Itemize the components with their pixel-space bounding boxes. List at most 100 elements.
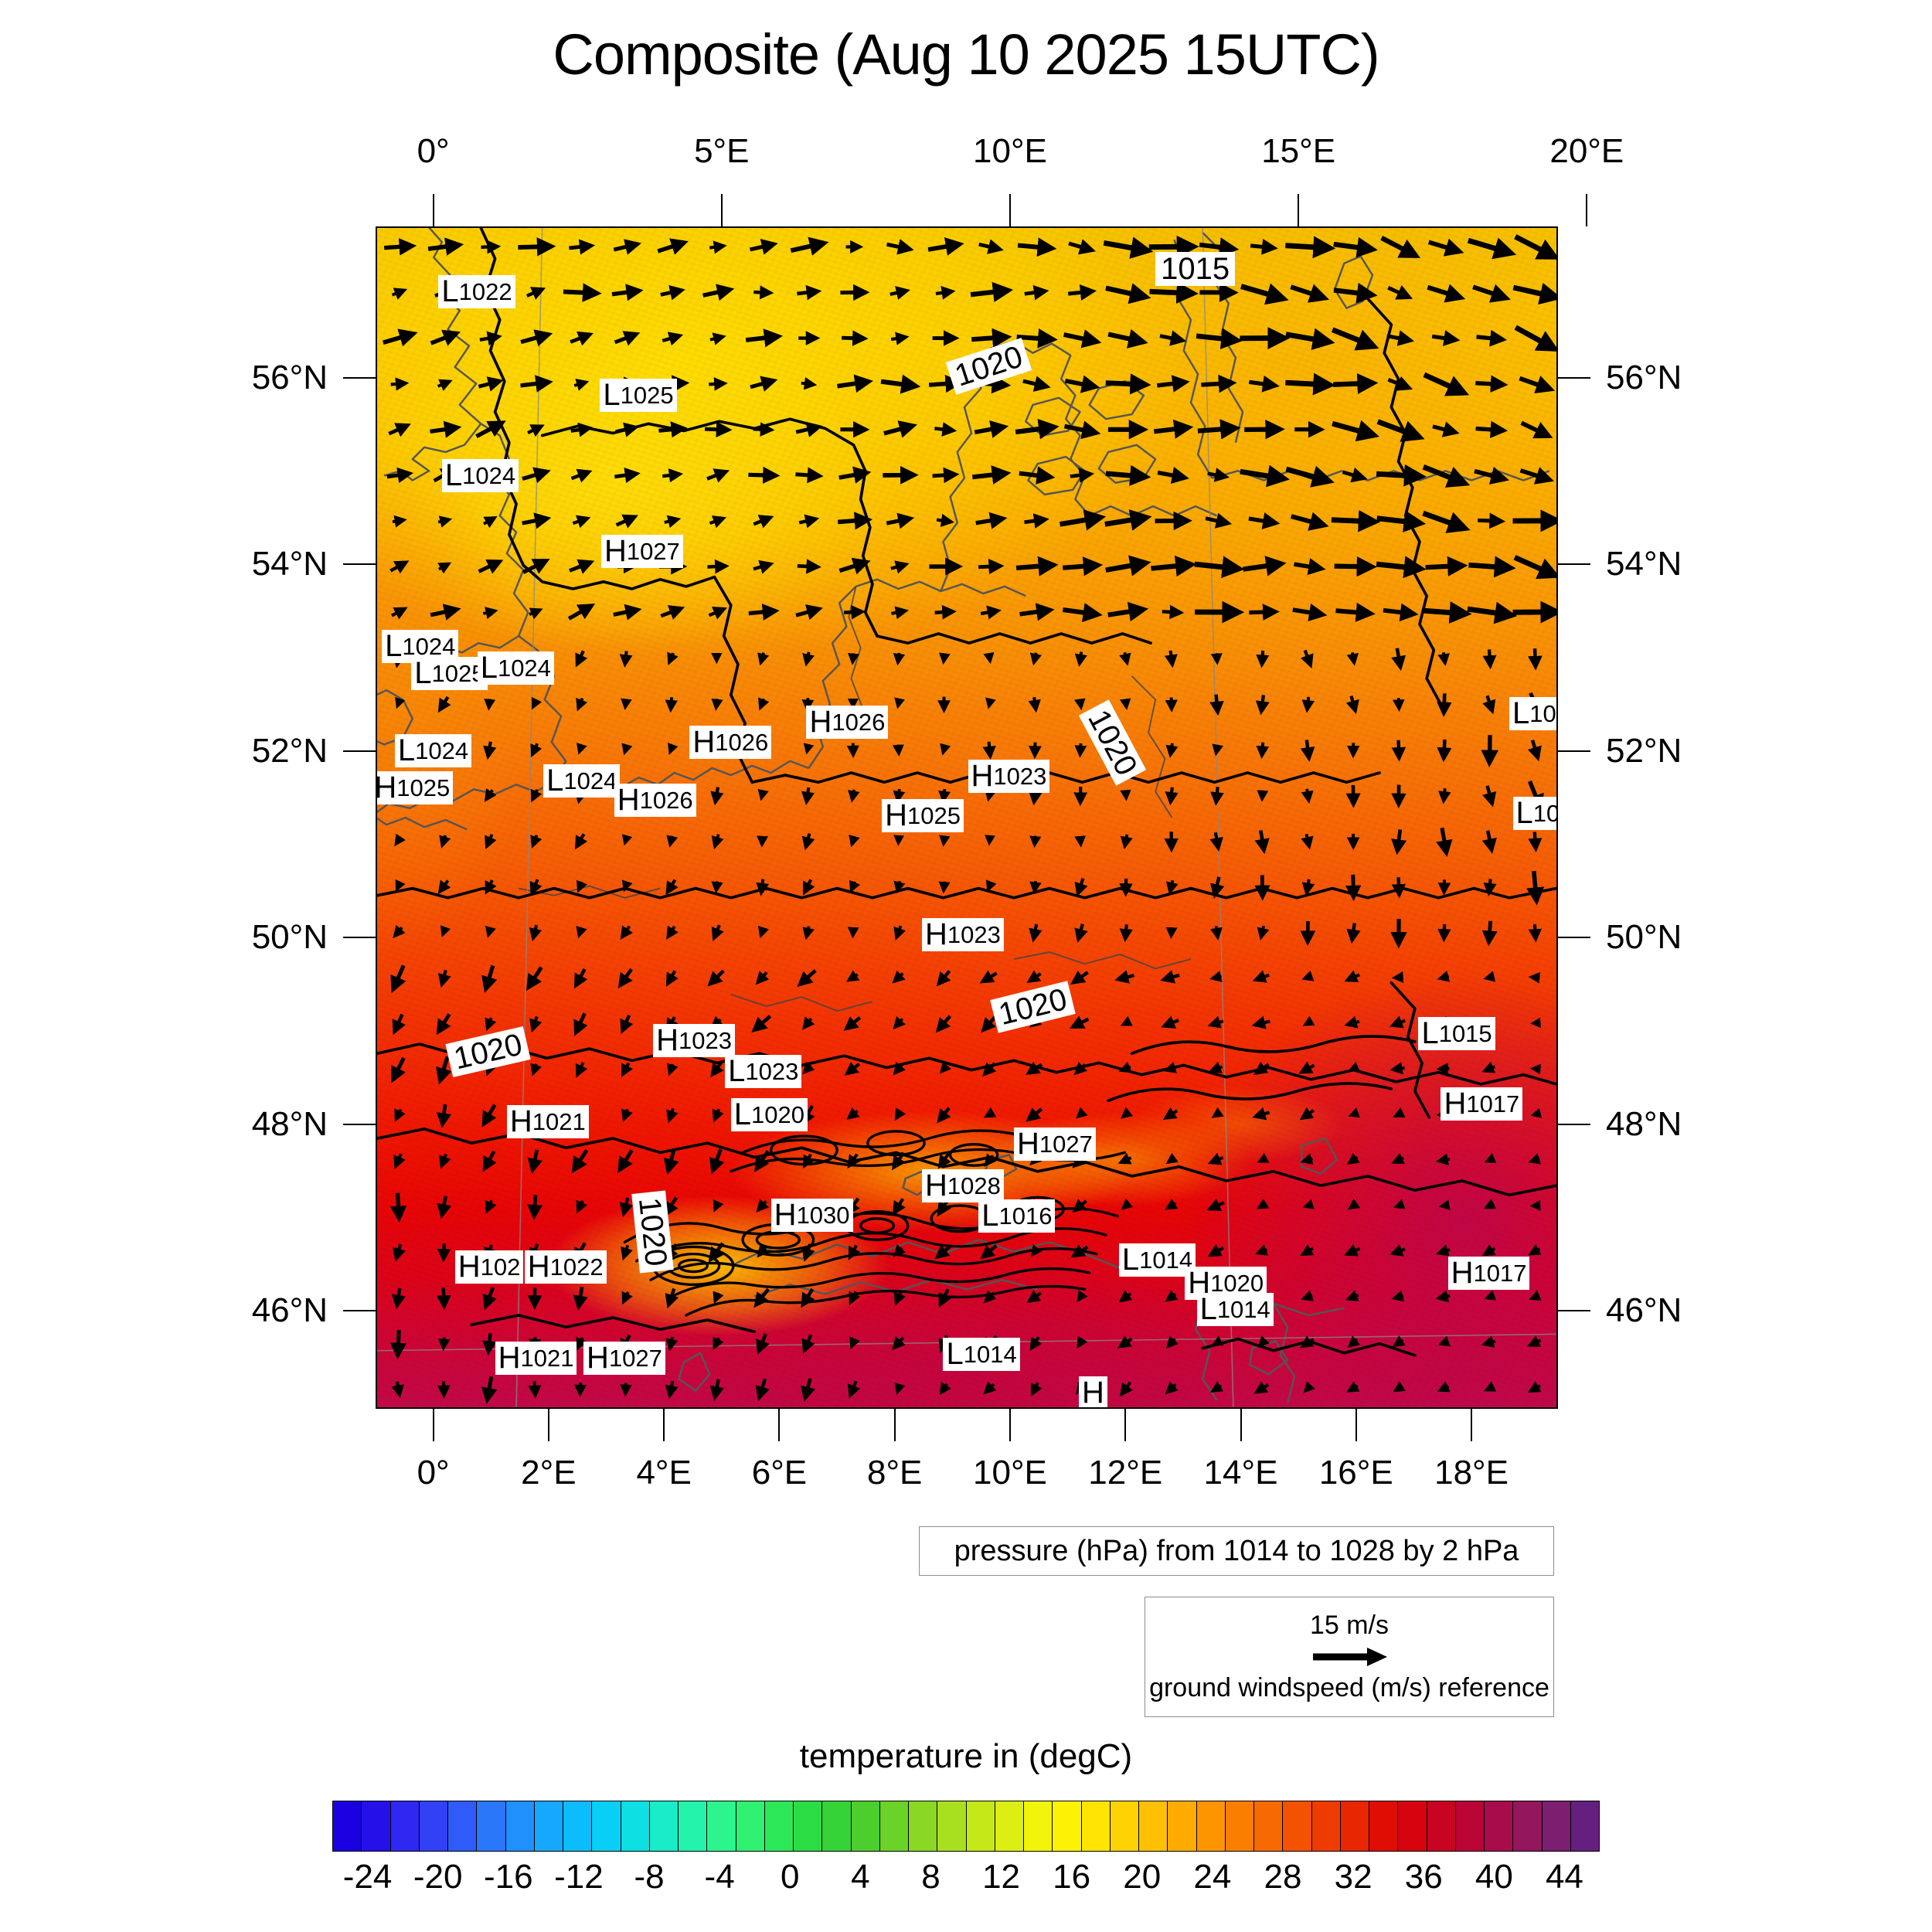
wind-arrow xyxy=(1024,284,1049,301)
colorbar-segment-1 xyxy=(362,1801,391,1851)
wind-arrow xyxy=(940,743,951,756)
wind-arrow xyxy=(440,925,451,937)
right-tick-5 xyxy=(1558,1310,1590,1312)
colorbar-segment-5 xyxy=(477,1801,506,1851)
wind-arrow xyxy=(937,1107,951,1124)
wind-arrow xyxy=(1026,1107,1043,1122)
wind-arrow xyxy=(1528,1244,1542,1256)
weather-map[interactable]: L1022L1025L1024H1027L1024L1025L1024L101L… xyxy=(376,226,1558,1409)
wind-arrow xyxy=(1299,1107,1315,1121)
wind-arrow xyxy=(802,1061,815,1075)
wind-arrow xyxy=(1105,283,1151,304)
wind-arrow xyxy=(617,1149,634,1173)
wind-arrow xyxy=(1526,870,1545,906)
wind-arrow xyxy=(894,1382,906,1395)
colorbar-tick-label-11: 20 xyxy=(1123,1858,1162,1896)
wind-arrow xyxy=(620,1014,634,1035)
wind-arrow xyxy=(935,286,956,300)
wind-arrow xyxy=(389,1329,407,1360)
colorbar-tick-label-10: 16 xyxy=(1053,1858,1091,1896)
wind-arrow xyxy=(522,467,551,484)
bottom-tick-7 xyxy=(1240,1409,1242,1441)
pressure-center-value: 1021 xyxy=(520,1344,574,1372)
pressure-center-value: 102 xyxy=(480,1253,521,1281)
wind-arrow xyxy=(1345,874,1362,902)
wind-arrow xyxy=(1251,1015,1270,1029)
pressure-center-value: 1024 xyxy=(462,462,516,490)
wind-arrow xyxy=(1285,465,1335,488)
colorbar-tick-label-8: 8 xyxy=(921,1858,940,1896)
wind-arrow xyxy=(1074,878,1088,897)
wind-arrow xyxy=(1194,556,1245,579)
wind-arrow xyxy=(1391,829,1407,855)
wind-arrow xyxy=(934,1244,952,1260)
wind-arrow xyxy=(666,1063,679,1077)
pressure-center-type: L xyxy=(1512,696,1530,731)
wind-arrow xyxy=(1206,1198,1225,1212)
wind-arrow xyxy=(1209,832,1223,852)
colorbar-tick-label-15: 36 xyxy=(1404,1858,1443,1896)
wind-arrow xyxy=(1528,923,1542,943)
wind-arrow xyxy=(1164,650,1178,668)
wind-arrow xyxy=(1478,512,1506,529)
wind-arrow xyxy=(1165,743,1179,758)
wind-arrow xyxy=(982,1062,997,1077)
wind-arrow xyxy=(1070,468,1095,483)
colorbar-segment-35 xyxy=(1340,1801,1369,1851)
wind-arrow xyxy=(621,1291,633,1305)
colorbar[interactable] xyxy=(332,1801,1600,1852)
wind-arrow xyxy=(1376,510,1427,532)
wind-arrow xyxy=(1436,827,1453,857)
wind-arrow xyxy=(1077,1290,1088,1303)
colorbar-segment-40 xyxy=(1485,1801,1514,1851)
colorbar-tick-label-4: -8 xyxy=(634,1858,665,1896)
colorbar-segment-28 xyxy=(1139,1801,1168,1851)
wind-arrow xyxy=(665,1380,679,1400)
bottom-tick-0 xyxy=(432,1409,434,1441)
wind-arrow xyxy=(891,1335,906,1351)
wind-arrow xyxy=(1298,1061,1315,1074)
wind-arrow xyxy=(983,1290,997,1304)
colorbar-ticks: -24 -20 -16 -12 -8 -4 0 4 8 12 16 20 24 28 32 36 40 44 xyxy=(332,1858,1600,1904)
left-tick-3 xyxy=(343,937,376,939)
wind-arrow xyxy=(1118,1061,1132,1073)
wind-arrow xyxy=(1076,1107,1088,1119)
wind-arrow xyxy=(1210,786,1224,806)
wind-arrow xyxy=(1482,695,1496,715)
pressure-center-label-h-35: H1027 xyxy=(583,1341,665,1375)
wind-arrow xyxy=(1156,375,1190,393)
wind-arrow xyxy=(485,879,497,895)
wind-arrow xyxy=(1387,284,1413,300)
pressure-center-label-l-36: L1014 xyxy=(943,1337,1020,1371)
pressure-center-type: L xyxy=(1421,1015,1439,1050)
wind-arrow xyxy=(880,374,921,394)
colorbar-tick-label-16: 40 xyxy=(1475,1858,1513,1896)
wind-arrow xyxy=(893,1244,906,1257)
colorbar-segment-20 xyxy=(909,1801,938,1851)
wind-arrow xyxy=(1432,421,1460,437)
wind-arrow xyxy=(1427,284,1466,303)
wind-arrow xyxy=(1427,238,1464,257)
top-axis-label-0: 0° xyxy=(417,132,450,170)
colorbar-tick-label-17: 44 xyxy=(1545,1858,1583,1896)
wind-arrow xyxy=(531,696,543,710)
colorbar-segment-19 xyxy=(879,1801,909,1851)
wind-arrow xyxy=(755,971,770,985)
wind-arrow xyxy=(1105,373,1151,395)
wind-arrow xyxy=(1070,1244,1089,1258)
wind-arrow xyxy=(795,467,824,484)
wind-arrow xyxy=(665,1287,679,1309)
wind-arrow xyxy=(1393,1381,1406,1393)
wind-arrow xyxy=(572,515,591,529)
wind-arrow xyxy=(658,421,688,438)
pressure-center-label-h-3: H1027 xyxy=(600,534,683,568)
wind-arrow xyxy=(802,651,815,667)
wind-arrow xyxy=(1162,604,1185,620)
wind-arrow xyxy=(391,1056,406,1083)
colorbar-segment-0 xyxy=(333,1801,362,1851)
pressure-center-value: 1027 xyxy=(608,1344,662,1372)
page-title: Composite (Aug 10 2025 15UTC) xyxy=(553,22,1379,87)
colorbar-tick-label-5: -4 xyxy=(704,1858,735,1896)
wind-arrow xyxy=(844,1062,861,1076)
wind-arrow xyxy=(1063,420,1101,440)
